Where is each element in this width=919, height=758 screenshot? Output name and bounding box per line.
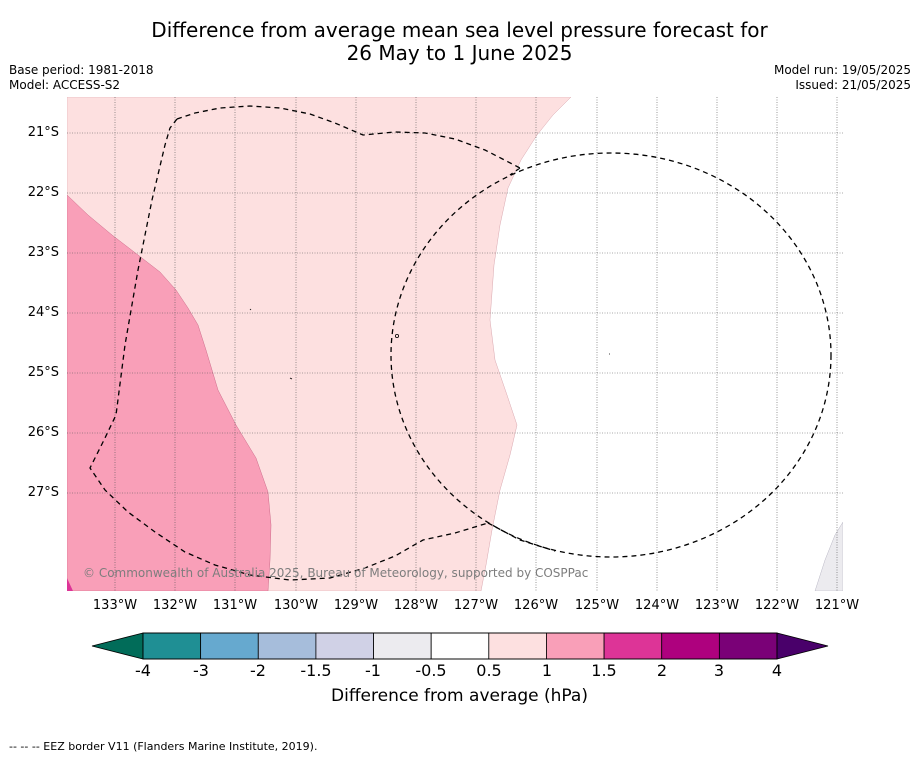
lat-label: 25°S <box>27 365 59 380</box>
colorbar-under-arrow <box>91 632 144 660</box>
region-1.5-to-2 <box>67 578 73 591</box>
colorbar-tick-label: 4 <box>771 661 783 680</box>
colorbar-segment <box>373 632 432 660</box>
colorbar-tick-label: -2 <box>250 661 266 680</box>
map-title-line1: Difference from average mean sea level p… <box>151 18 768 42</box>
colorbar-segment <box>257 632 317 660</box>
colorbar-segment <box>661 632 720 660</box>
colorbar-tick-label: -1.5 <box>300 661 332 680</box>
colorbar-segment <box>315 632 374 660</box>
colorbar-segment <box>142 632 202 660</box>
eez-legend-text: -- -- -- EEZ border V11 (Flanders Marine… <box>9 740 318 753</box>
colorbar-over-arrow <box>776 632 829 660</box>
lon-label: 133°W <box>92 598 138 613</box>
colorbar-tick-label: 2 <box>656 661 668 680</box>
base-period-text: Base period: 1981-2018 <box>9 63 154 77</box>
lon-label: 125°W <box>574 598 620 613</box>
colorbar-segment <box>546 632 605 660</box>
lat-label: 22°S <box>27 185 59 200</box>
lon-label: 126°W <box>513 598 559 613</box>
colorbar-tick-label: -3 <box>193 661 209 680</box>
colorbar-tick-label: -1 <box>365 661 381 680</box>
eez-border-east <box>390 152 832 558</box>
lat-label: 23°S <box>27 245 59 260</box>
model-text: Model: ACCESS-S2 <box>9 78 121 92</box>
island-markers <box>249 308 610 380</box>
colorbar-outline <box>142 632 778 660</box>
colorbar-segment <box>718 632 778 660</box>
lat-label: 26°S <box>27 425 59 440</box>
colorbar-segment <box>430 632 490 660</box>
colorbar-segments <box>142 632 778 660</box>
lon-label: 121°W <box>814 598 860 613</box>
lon-label: 123°W <box>694 598 740 613</box>
eez-border-west <box>89 105 521 581</box>
copyright-text: © Commonwealth of Australia 2025, Bureau… <box>83 566 589 580</box>
colorbar-tick-label: -4 <box>135 661 151 680</box>
lat-label: 21°S <box>27 125 59 140</box>
lat-label: 27°S <box>27 485 59 500</box>
graticule <box>67 97 843 591</box>
colorbar-tick-label: 1 <box>541 661 553 680</box>
issued-text: Issued: 21/05/2025 <box>795 78 911 92</box>
lon-label: 130°W <box>273 598 319 613</box>
region-1-to-1.5 <box>67 194 272 591</box>
model-run-text: Model run: 19/05/2025 <box>773 63 911 77</box>
colorbar-segment <box>603 632 663 660</box>
lon-label: 124°W <box>634 598 680 613</box>
colorbar-label: Difference from average (hPa) <box>331 686 588 706</box>
colorbar-segment <box>488 632 547 660</box>
colorbar <box>91 632 829 660</box>
lon-label: 132°W <box>152 598 198 613</box>
lat-label: 24°S <box>27 305 59 320</box>
lon-label: 127°W <box>453 598 499 613</box>
lon-label: 129°W <box>333 598 379 613</box>
colorbar-tick-label: -0.5 <box>415 661 447 680</box>
region-minus1-to-minus0.5 <box>814 521 843 591</box>
colorbar-tick-label: 1.5 <box>591 661 617 680</box>
lon-label: 122°W <box>754 598 800 613</box>
eez-border-connector <box>487 522 556 552</box>
map-title-line2: 26 May to 1 June 2025 <box>346 41 573 65</box>
lon-label: 128°W <box>393 598 439 613</box>
lon-label: 131°W <box>212 598 258 613</box>
colorbar-tick-label: 0.5 <box>476 661 502 680</box>
colorbar-segment <box>200 632 259 660</box>
map-panel <box>67 97 843 591</box>
colorbar-tick-label: 3 <box>713 661 725 680</box>
